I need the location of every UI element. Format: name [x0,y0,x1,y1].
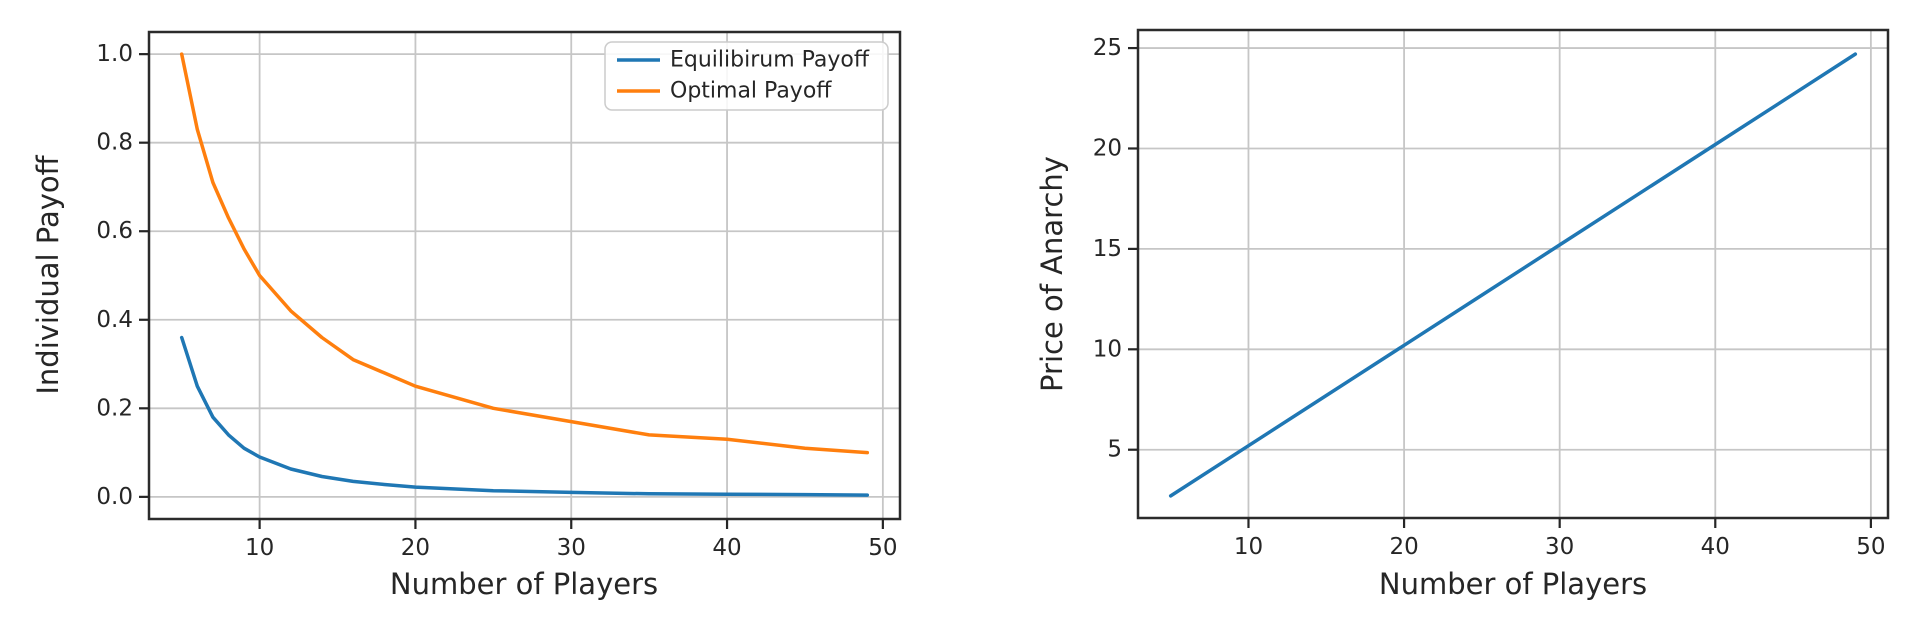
optimal-legend-label: Optimal Payoff [670,79,832,104]
x-tick-label: 50 [1856,534,1885,560]
payoff-y-axis-label: Individual Payoff [31,154,65,394]
poa-y-axis-label: Price of Anarchy [1035,156,1069,392]
x-tick-label: 10 [245,535,274,561]
optimal-payoff-line [179,52,870,455]
y-tick-label: 25 [1093,35,1122,61]
y-tick-label: 10 [1093,336,1122,362]
y-tick-label: 0.6 [96,218,133,244]
payoff-axes: 10 20 30 40 50 0.0 0.2 0.4 0.6 0.8 1.0 Number of P… [31,30,902,601]
payoff-series [179,52,870,497]
poa-grid [1138,30,1888,518]
y-tick-label: 5 [1107,437,1122,463]
y-tick-label: 20 [1093,135,1122,161]
poa-plot-frame [1136,28,1890,520]
y-tick-label: 15 [1093,236,1122,262]
x-tick-label: 20 [1389,534,1418,560]
legend: Equilibirum Payoff Optimal Payoff [604,41,889,111]
y-tick-label: 0.0 [96,484,133,510]
x-tick-label: 20 [401,535,430,561]
y-tick-label: 0.8 [96,130,133,156]
equilibirum-payoff-line [179,335,870,497]
poa-ticks: 10 20 30 40 50 5 10 15 20 25 [1093,35,1886,560]
payoff-plot-frame [147,30,902,521]
y-tick-label: 1.0 [96,41,133,67]
payoff-grid [149,32,900,519]
poa-series [1168,52,1858,498]
poa-axes: 10 20 30 40 50 5 10 15 20 25 Number of Players Pr… [1035,28,1890,601]
x-tick-label: 40 [1701,534,1730,560]
price-of-anarchy-line [1168,52,1858,498]
payoff-ticks: 10 20 30 40 50 0.0 0.2 0.4 0.6 0.8 1.0 [96,41,897,561]
legend-box [604,41,889,111]
x-tick-label: 50 [868,535,897,561]
poa-x-axis-label: Number of Players [1379,567,1647,601]
y-tick-label: 0.4 [96,307,133,333]
y-tick-label: 0.2 [96,395,133,421]
x-tick-label: 30 [1545,534,1574,560]
equilibrium-legend-label: Equilibirum Payoff [670,48,870,73]
x-tick-label: 10 [1234,534,1263,560]
x-tick-label: 30 [557,535,586,561]
x-tick-label: 40 [712,535,741,561]
payoff-x-axis-label: Number of Players [390,567,658,601]
